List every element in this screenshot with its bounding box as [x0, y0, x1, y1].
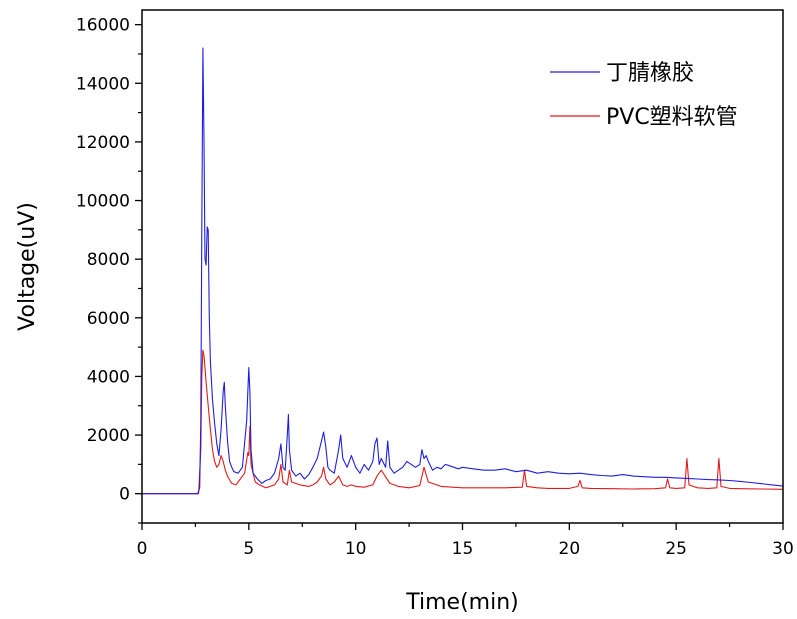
x-tick-label: 0 — [137, 539, 148, 559]
x-tick-label: 5 — [243, 539, 254, 559]
y-tick-label: 0 — [119, 485, 130, 505]
series-line-2 — [142, 349, 784, 495]
y-tick-label: 2000 — [87, 426, 130, 446]
legend: 丁腈橡胶 PVC塑料软管 — [550, 61, 738, 130]
y-tick-label: 4000 — [87, 367, 130, 387]
y-tick-label: 16000 — [76, 16, 130, 36]
y-tick-label: 6000 — [87, 309, 130, 329]
y-tick-label: 12000 — [76, 133, 130, 153]
y-tick-label: 14000 — [76, 74, 130, 94]
legend-label-series-1: 丁腈橡胶 — [606, 61, 694, 86]
x-tick-label: 30 — [772, 539, 794, 559]
x-axis-title: Time(min) — [405, 590, 519, 615]
x-tick-label: 20 — [559, 539, 581, 559]
series-line-1 — [142, 47, 784, 495]
plot-frame — [141, 9, 784, 524]
y-tick-label: 8000 — [87, 250, 130, 270]
y-axis-title: Voltage(uV) — [15, 202, 40, 331]
axis-layer: 0 5 10 15 20 25 30 0 2000 4000 6000 8000 10000 12000 1… — [76, 16, 794, 559]
x-tick-label: 10 — [345, 539, 367, 559]
x-tick-label: 15 — [452, 539, 474, 559]
series-layer — [142, 47, 784, 495]
x-tick-label: 25 — [665, 539, 687, 559]
legend-label-series-2: PVC塑料软管 — [606, 105, 738, 130]
y-tick-label: 10000 — [76, 192, 130, 212]
